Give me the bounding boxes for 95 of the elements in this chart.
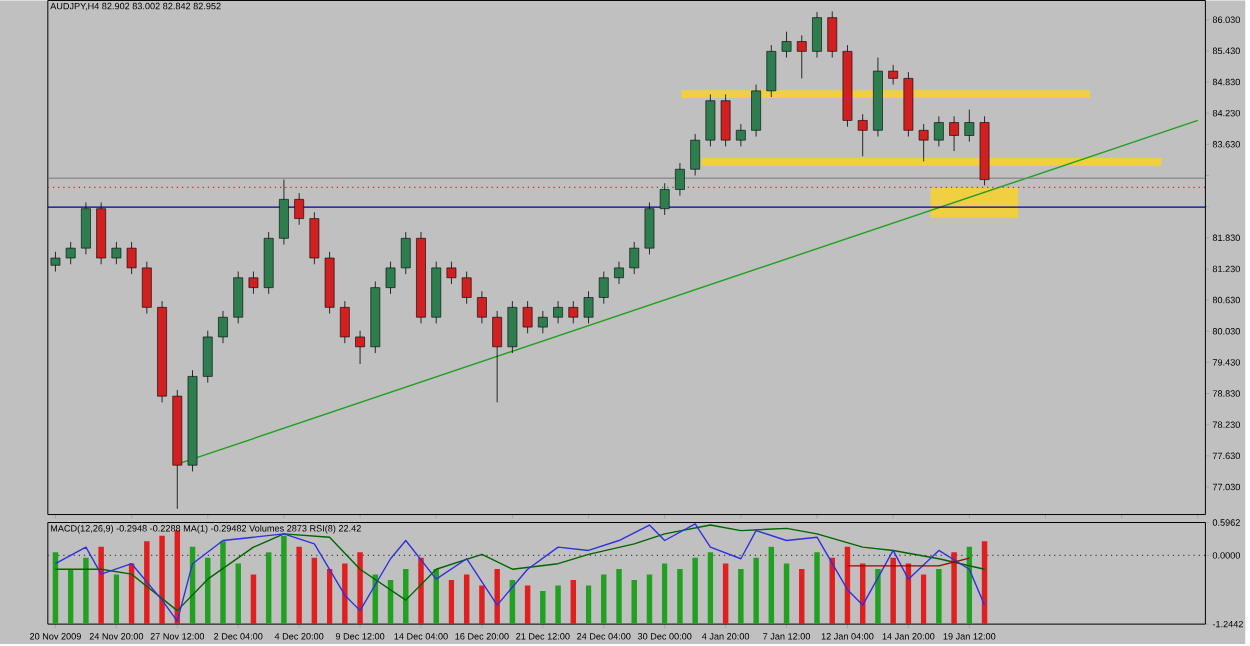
bar xyxy=(52,552,59,625)
bar xyxy=(707,552,714,625)
bar xyxy=(250,574,257,625)
candlestick xyxy=(583,290,594,324)
candlestick xyxy=(812,11,822,58)
bar xyxy=(738,568,744,625)
candlestick xyxy=(720,93,731,147)
candlestick xyxy=(964,109,975,143)
bar xyxy=(631,579,637,625)
candlestick xyxy=(461,271,472,305)
bar xyxy=(98,546,104,625)
candlestick xyxy=(126,241,137,275)
bar xyxy=(646,574,653,625)
candlestick xyxy=(233,271,244,324)
bar xyxy=(281,535,287,625)
candlestick xyxy=(202,330,213,383)
bar xyxy=(220,541,226,625)
bar xyxy=(692,557,698,625)
bar xyxy=(83,557,89,625)
bar xyxy=(768,546,775,625)
bar xyxy=(585,585,592,625)
bar xyxy=(814,552,820,625)
bar xyxy=(479,585,485,625)
bar xyxy=(357,552,363,625)
bar xyxy=(601,574,607,625)
candlestick xyxy=(355,330,365,365)
candlestick xyxy=(385,261,396,295)
candlestick xyxy=(492,310,503,403)
candlestick xyxy=(781,31,792,58)
candlestick xyxy=(933,115,944,147)
candlestick xyxy=(81,201,91,255)
bar xyxy=(144,541,150,625)
bar xyxy=(403,568,409,625)
candlestick xyxy=(477,290,487,324)
bar xyxy=(875,568,881,625)
candlestick xyxy=(751,84,761,137)
bar xyxy=(753,557,759,625)
bar xyxy=(265,552,272,625)
candlestick xyxy=(218,310,228,344)
bar xyxy=(296,546,302,625)
bar xyxy=(661,563,668,625)
candlestick xyxy=(522,300,533,334)
bar xyxy=(205,557,211,625)
candlestick xyxy=(537,310,548,334)
bar xyxy=(890,557,896,625)
candlestick xyxy=(294,192,305,226)
bar xyxy=(722,563,729,625)
candlestick xyxy=(553,300,563,324)
candlestick xyxy=(857,113,868,157)
candlestick xyxy=(614,261,624,285)
bar xyxy=(540,590,546,625)
bar xyxy=(433,568,439,625)
candlestick xyxy=(918,123,929,162)
candlestick xyxy=(949,115,959,152)
candlestick xyxy=(644,201,655,255)
bar xyxy=(920,574,927,625)
candlestick xyxy=(507,300,518,354)
bar xyxy=(463,574,470,625)
bar xyxy=(936,568,942,625)
candlestick xyxy=(111,241,122,265)
bar xyxy=(555,585,561,625)
candlestick xyxy=(141,261,152,314)
candlestick xyxy=(705,93,716,147)
candlestick xyxy=(400,231,411,275)
candlestick xyxy=(339,300,350,344)
candlestick xyxy=(690,133,701,176)
bar xyxy=(448,579,455,625)
bar xyxy=(342,563,348,625)
candlestick xyxy=(598,271,609,305)
candlestick xyxy=(796,34,807,79)
candlestick xyxy=(735,123,746,147)
candlestick xyxy=(279,179,289,245)
bar xyxy=(570,579,577,625)
bar xyxy=(677,568,683,625)
bar xyxy=(616,568,622,625)
candlestick xyxy=(827,10,838,58)
bar xyxy=(951,552,957,625)
candlestick xyxy=(248,271,259,295)
candlestick xyxy=(675,162,685,197)
candlestick xyxy=(65,241,76,265)
bar xyxy=(799,568,805,625)
candlestick xyxy=(568,300,579,324)
candlestick xyxy=(766,44,777,98)
bar xyxy=(524,585,531,625)
bar xyxy=(113,574,120,625)
bar xyxy=(311,557,318,625)
candlestick xyxy=(446,261,457,285)
bar xyxy=(235,563,241,625)
bar xyxy=(159,535,165,625)
candlestick xyxy=(629,241,640,275)
candlestick xyxy=(888,64,899,85)
candlestick xyxy=(659,182,670,216)
bar xyxy=(783,563,790,625)
bar xyxy=(418,557,424,625)
candlestick xyxy=(309,211,320,265)
